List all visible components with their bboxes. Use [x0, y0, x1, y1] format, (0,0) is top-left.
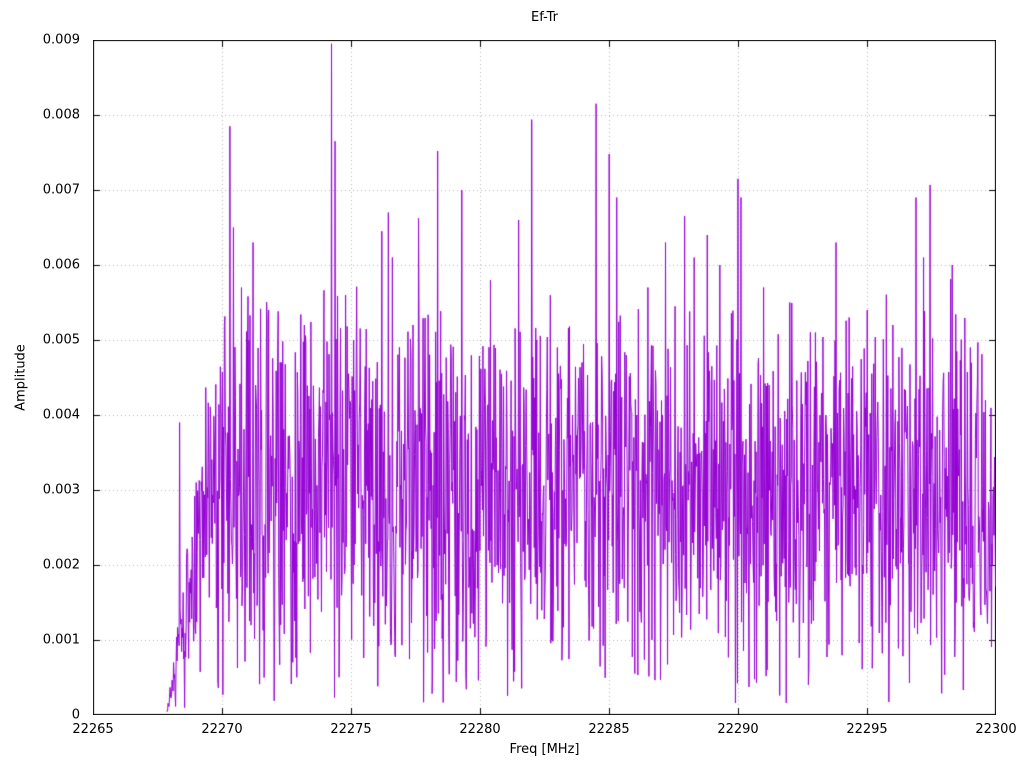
x-tick-label: 22295 — [846, 722, 888, 737]
x-axis-label: Freq [MHz] — [509, 742, 580, 757]
y-tick-label: 0.003 — [42, 482, 80, 498]
x-tick-label: 22270 — [201, 722, 243, 737]
x-tick-labels: 22265 22270 22275 22280 22285 22290 22295 22300 — [72, 722, 1016, 740]
y-tick-label: 0.001 — [42, 632, 80, 648]
y-tick-label: 0.009 — [42, 32, 80, 48]
y-tick-label: 0.006 — [42, 257, 80, 273]
x-tick-label: 22285 — [588, 722, 630, 737]
y-tick-label: 0.005 — [42, 332, 80, 348]
x-tick-label: 22290 — [717, 722, 759, 737]
x-tick-label: 22300 — [975, 722, 1017, 737]
y-tick-label: 0.004 — [42, 407, 80, 423]
y-tick-label: 0 — [71, 707, 80, 723]
y-tick-label: 0.007 — [42, 182, 80, 198]
x-tick-label: 22280 — [459, 722, 501, 737]
plot-canvas — [93, 40, 996, 715]
y-tick-labels: 0 0.001 0.002 0.003 0.004 0.005 0.006 0.007 0.00… — [0, 33, 87, 723]
x-tick-label: 22275 — [330, 722, 372, 737]
chart-title: Ef-Tr — [531, 10, 558, 25]
x-tick-label: 22265 — [72, 722, 114, 737]
y-tick-label: 0.008 — [42, 107, 80, 123]
plot-area — [93, 40, 996, 715]
y-tick-label: 0.002 — [42, 557, 80, 573]
